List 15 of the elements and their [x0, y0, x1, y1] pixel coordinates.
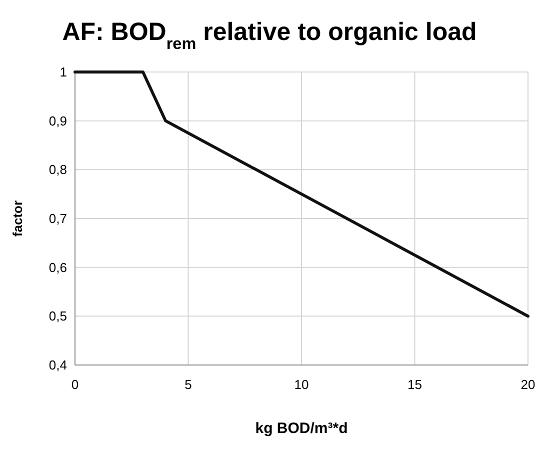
y-tick-label: 0,7	[48, 211, 67, 226]
x-tick-label: 10	[294, 377, 309, 392]
x-tick-label: 5	[184, 377, 192, 392]
y-tick-label: 0,6	[48, 260, 67, 275]
y-tick-label: 0,4	[48, 358, 67, 373]
x-tick-label: 20	[520, 377, 536, 392]
x-tick-label: 15	[408, 377, 422, 392]
y-tick-label: 0,5	[48, 308, 67, 324]
x-axis-title: kg BOD/m³*d	[255, 420, 348, 437]
x-tick-label: 0	[71, 377, 79, 392]
y-tick-label: 0,8	[48, 162, 67, 178]
chart-title: AF: BOD$_{rem}$ relative to organic load	[62, 18, 477, 53]
y-tick-label: 0,9	[48, 113, 67, 128]
y-tick-label: 1	[60, 64, 67, 80]
y-axis-title: factor	[10, 200, 25, 237]
